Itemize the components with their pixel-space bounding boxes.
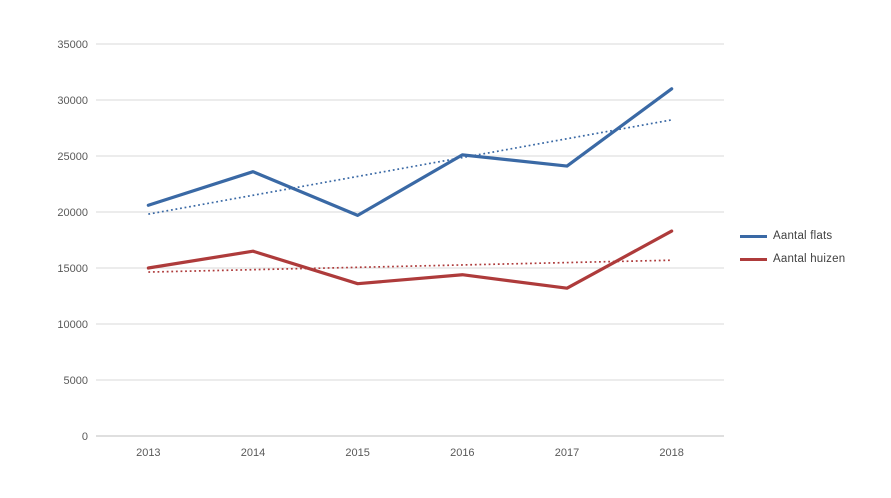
- y-tick-label: 15000: [57, 263, 88, 275]
- y-tick-label: 0: [82, 431, 88, 443]
- x-tick-label: 2013: [136, 447, 160, 459]
- x-tick-label: 2018: [659, 447, 683, 459]
- legend-label-flats: Aantal flats: [773, 230, 833, 242]
- series-line-huizen: [146, 229, 674, 290]
- legend-label-huizen: Aantal huizen: [773, 253, 846, 265]
- legend: Aantal flats Aantal huizen: [740, 229, 845, 266]
- y-tick-label: 35000: [57, 39, 88, 51]
- x-tick-label: 2015: [345, 447, 369, 459]
- x-tick-label: 2017: [555, 447, 579, 459]
- legend-swatch-huizen-icon: [740, 257, 767, 261]
- y-tick-label: 20000: [57, 207, 88, 219]
- y-tick-label: 10000: [57, 319, 88, 331]
- y-tick-label: 25000: [57, 151, 88, 163]
- series-line-flats: [146, 87, 674, 217]
- legend-item-aantal-flats: Aantal flats: [740, 229, 845, 243]
- trendline-flats: [148, 119, 672, 215]
- legend-swatch-flats-icon: [740, 234, 767, 238]
- x-tick-label: 2016: [450, 447, 474, 459]
- trendline-huizen: [148, 259, 672, 273]
- legend-item-aantal-huizen: Aantal huizen: [740, 252, 845, 266]
- y-tick-label: 30000: [57, 95, 88, 107]
- y-tick-label: 5000: [64, 375, 88, 387]
- x-tick-label: 2014: [241, 447, 265, 459]
